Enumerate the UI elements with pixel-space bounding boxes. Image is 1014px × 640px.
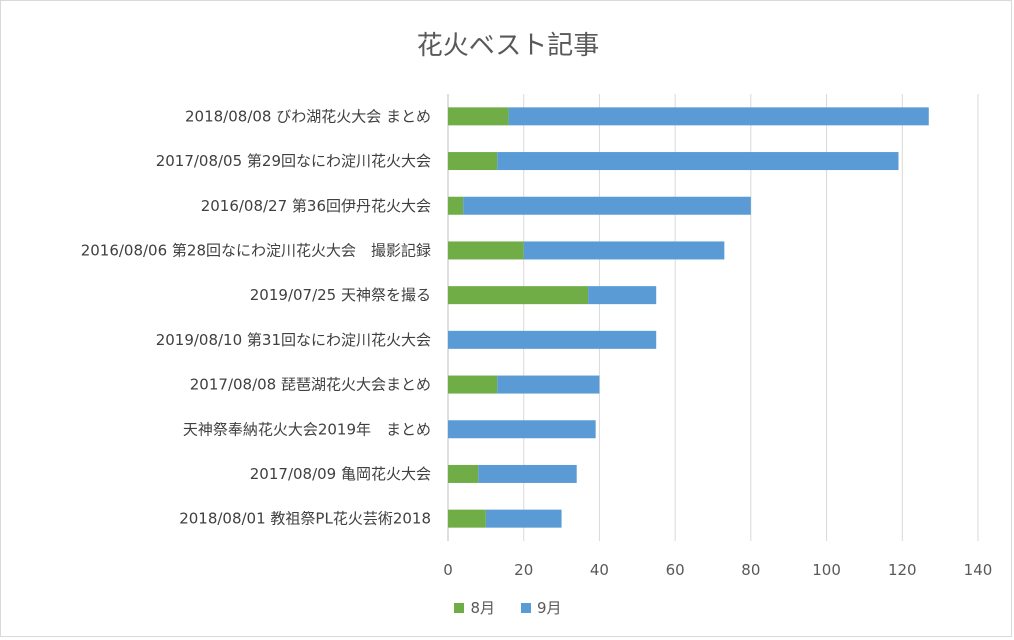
category-label: 2017/08/05 第29回なにわ淀川花火大会	[156, 152, 431, 170]
bar-segment-series-0	[448, 286, 589, 305]
bar-segment-series-0	[448, 464, 479, 483]
bar-segment-series-1	[508, 107, 929, 126]
chart-title: 花火ベスト記事	[416, 31, 600, 61]
legend-label-1: 9月	[537, 599, 562, 617]
legend-item-1: 9月	[521, 597, 562, 618]
x-tick-label: 140	[964, 561, 993, 579]
x-tick-label: 120	[888, 561, 917, 579]
x-tick-label: 80	[741, 561, 760, 579]
category-label: 2016/08/27 第36回伊丹花火大会	[201, 197, 431, 215]
bar-segment-series-1	[497, 375, 600, 394]
x-tick-label: 20	[514, 561, 533, 579]
bar-segment-series-0	[448, 509, 486, 528]
category-label: 2019/07/25 天神祭を撮る	[250, 286, 431, 304]
x-tick-label: 60	[666, 561, 685, 579]
legend: 8月 9月	[1, 597, 1014, 618]
category-label: 2019/08/10 第31回なにわ淀川花火大会	[156, 331, 431, 349]
bar-segment-series-0	[448, 375, 498, 394]
legend-item-0: 8月	[454, 597, 495, 618]
legend-swatch-1	[521, 602, 531, 613]
category-label: 2018/08/08 びわ湖花火大会 まとめ	[185, 107, 431, 125]
bar-segment-series-0	[448, 107, 509, 126]
bar-segment-series-0	[448, 152, 498, 171]
bar-segment-series-0	[448, 196, 464, 215]
category-label: 天神祭奉納花火大会2019年 まとめ	[183, 420, 431, 438]
bar-segment-series-1	[497, 152, 899, 171]
bar-segment-series-1	[478, 464, 577, 483]
bar-segment-series-1	[588, 286, 657, 305]
legend-swatch-0	[454, 602, 465, 613]
bar-segment-series-1	[523, 241, 725, 260]
category-label: 2017/08/08 琵琶湖花火大会まとめ	[190, 376, 431, 394]
x-tick-label: 40	[590, 561, 609, 579]
category-label: 2017/08/09 亀岡花火大会	[250, 465, 431, 483]
bar-segment-series-1	[448, 420, 596, 439]
bar-segment-series-1	[485, 509, 562, 528]
x-tick-label: 0	[443, 561, 453, 579]
bar-segment-series-0	[448, 241, 524, 260]
bar-segment-series-1	[463, 196, 751, 215]
category-label: 2018/08/01 教祖祭PL花火芸術2018	[179, 510, 431, 528]
bar-segment-series-1	[448, 330, 657, 349]
legend-label-0: 8月	[470, 599, 495, 617]
x-tick-label: 100	[812, 561, 841, 579]
category-label: 2016/08/06 第28回なにわ淀川花火大会 撮影記録	[81, 241, 431, 259]
